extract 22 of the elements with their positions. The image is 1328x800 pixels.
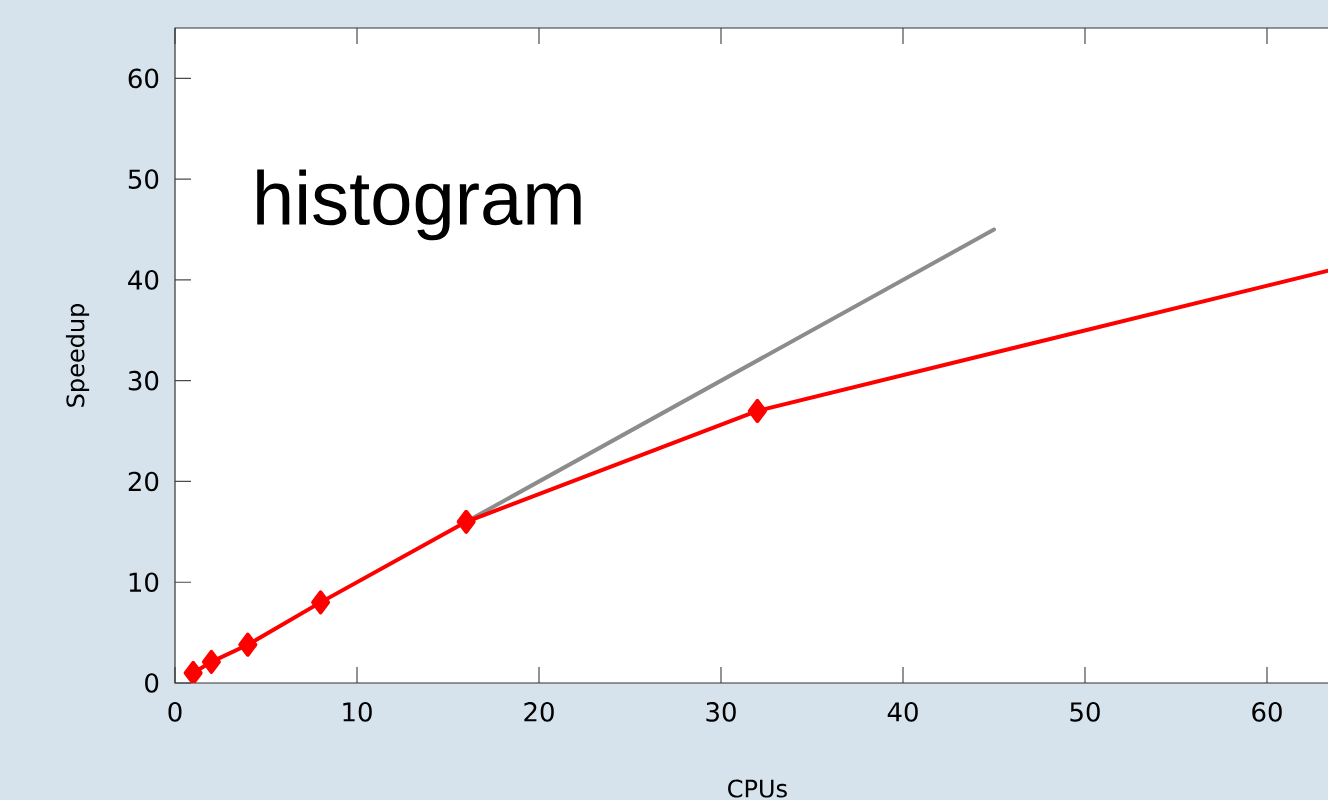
x-tick-label: 0 — [168, 702, 182, 722]
point — [311, 590, 331, 615]
y-tick-label: 0 — [145, 673, 159, 693]
y-tick-label: 10 — [129, 572, 159, 593]
x-tick-label: 20 — [524, 702, 554, 722]
x-tick-label: 50 — [1070, 702, 1100, 722]
x-tick-label: 10 — [343, 702, 372, 722]
y-tick-label: 20 — [128, 471, 159, 492]
point — [201, 649, 221, 674]
x-tick-label: 60 — [1252, 702, 1282, 722]
y-tick-label: 40 — [128, 270, 159, 290]
x-tick-label: 40 — [887, 702, 918, 722]
y-tick-label: 50 — [128, 169, 159, 189]
y-tick-label: 30 — [128, 370, 159, 391]
point — [238, 632, 258, 657]
annotation: histogram — [257, 169, 581, 241]
point — [747, 398, 767, 423]
x-axis-title: CPUs — [728, 779, 787, 798]
x-tick-label: 30 — [706, 702, 736, 722]
y-axis-title: Speedup — [65, 303, 90, 407]
y-tick-label: 60 — [128, 68, 159, 89]
point — [456, 509, 476, 534]
